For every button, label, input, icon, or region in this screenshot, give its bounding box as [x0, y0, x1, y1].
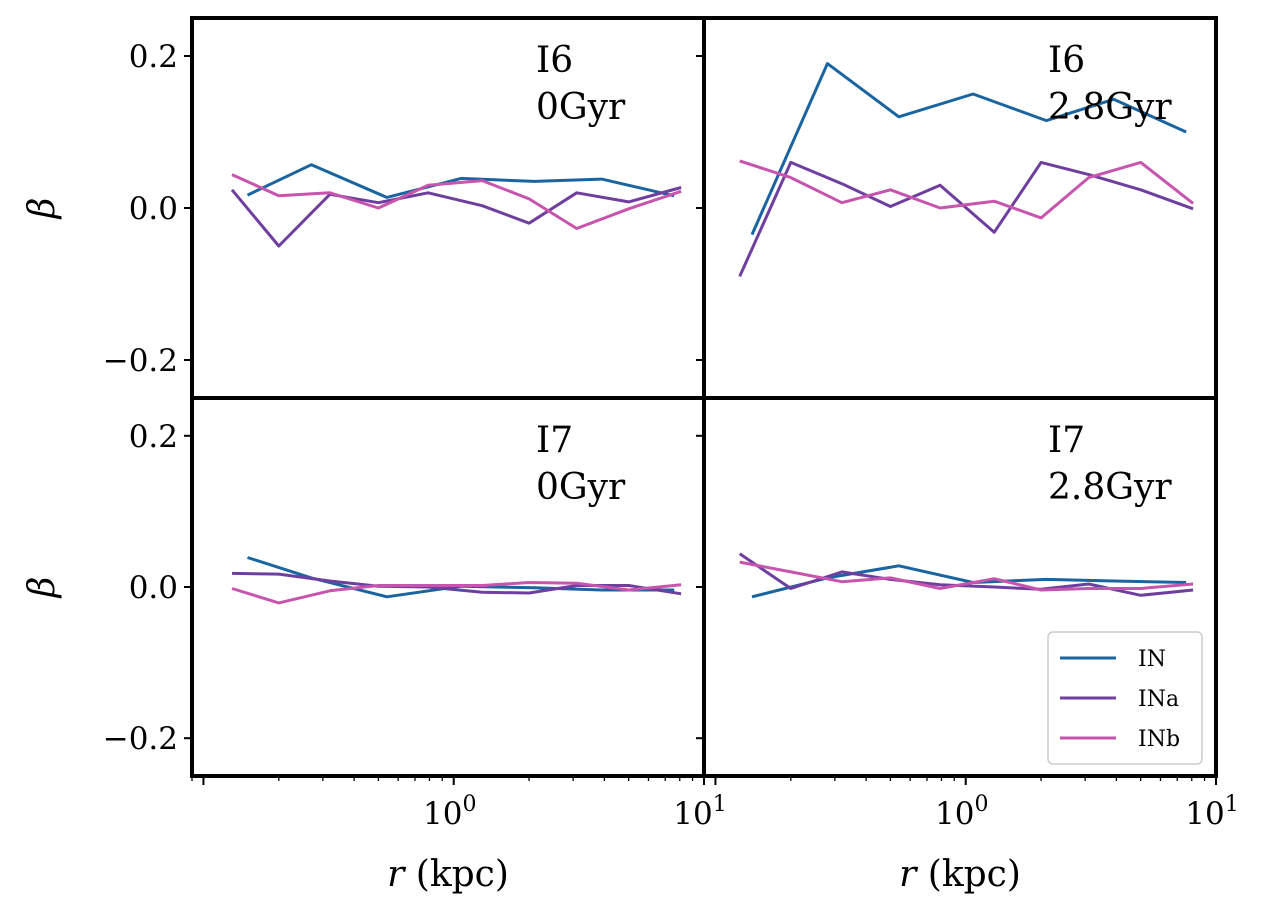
panel-label-time: 2.8Gyr [1048, 467, 1172, 508]
series-line-inb [231, 581, 682, 605]
legend-label-ina: INa [1138, 687, 1179, 712]
panel-frame [702, 396, 1218, 778]
legend-label-in: IN [1138, 647, 1166, 672]
y-tick-label: 0.0 [129, 191, 178, 227]
series-line-ina [738, 160, 1194, 278]
series-line-inb [739, 560, 1194, 592]
panel-frame [702, 16, 1218, 400]
panel-label-model: I6 [1048, 40, 1085, 81]
x-tick-label: 101 [1185, 792, 1238, 832]
series-line-inb [739, 159, 1195, 220]
series-line-in [246, 163, 675, 199]
x-tick-label: 100 [423, 792, 476, 832]
panel-label-model: I7 [1048, 420, 1085, 461]
panel-label-model: I6 [536, 40, 573, 81]
series-line-inb [231, 173, 682, 230]
y-axis-label: β [22, 198, 63, 221]
legend-label-inb: INb [1138, 727, 1180, 752]
y-tick-label: 0.2 [129, 39, 178, 75]
panel-label-time: 2.8Gyr [1048, 87, 1172, 128]
y-tick-label: −0.2 [103, 721, 178, 757]
x-tick-label: 100 [935, 792, 988, 832]
panel-label-model: I7 [536, 420, 573, 461]
x-tick-label: 101 [673, 792, 726, 832]
series-line-ina [230, 186, 682, 248]
x-axis-label: r (kpc) [387, 854, 509, 895]
x-axis-label: r (kpc) [899, 854, 1021, 895]
y-tick-label: 0.0 [129, 570, 178, 606]
legend-box [1047, 631, 1203, 765]
y-axis-label: β [22, 577, 63, 600]
y-tick-label: 0.2 [129, 419, 178, 455]
series-line-in [750, 62, 1187, 236]
y-tick-label: −0.2 [103, 343, 178, 379]
panel-label-time: 0Gyr [536, 87, 626, 128]
panel-label-time: 0Gyr [536, 467, 626, 508]
